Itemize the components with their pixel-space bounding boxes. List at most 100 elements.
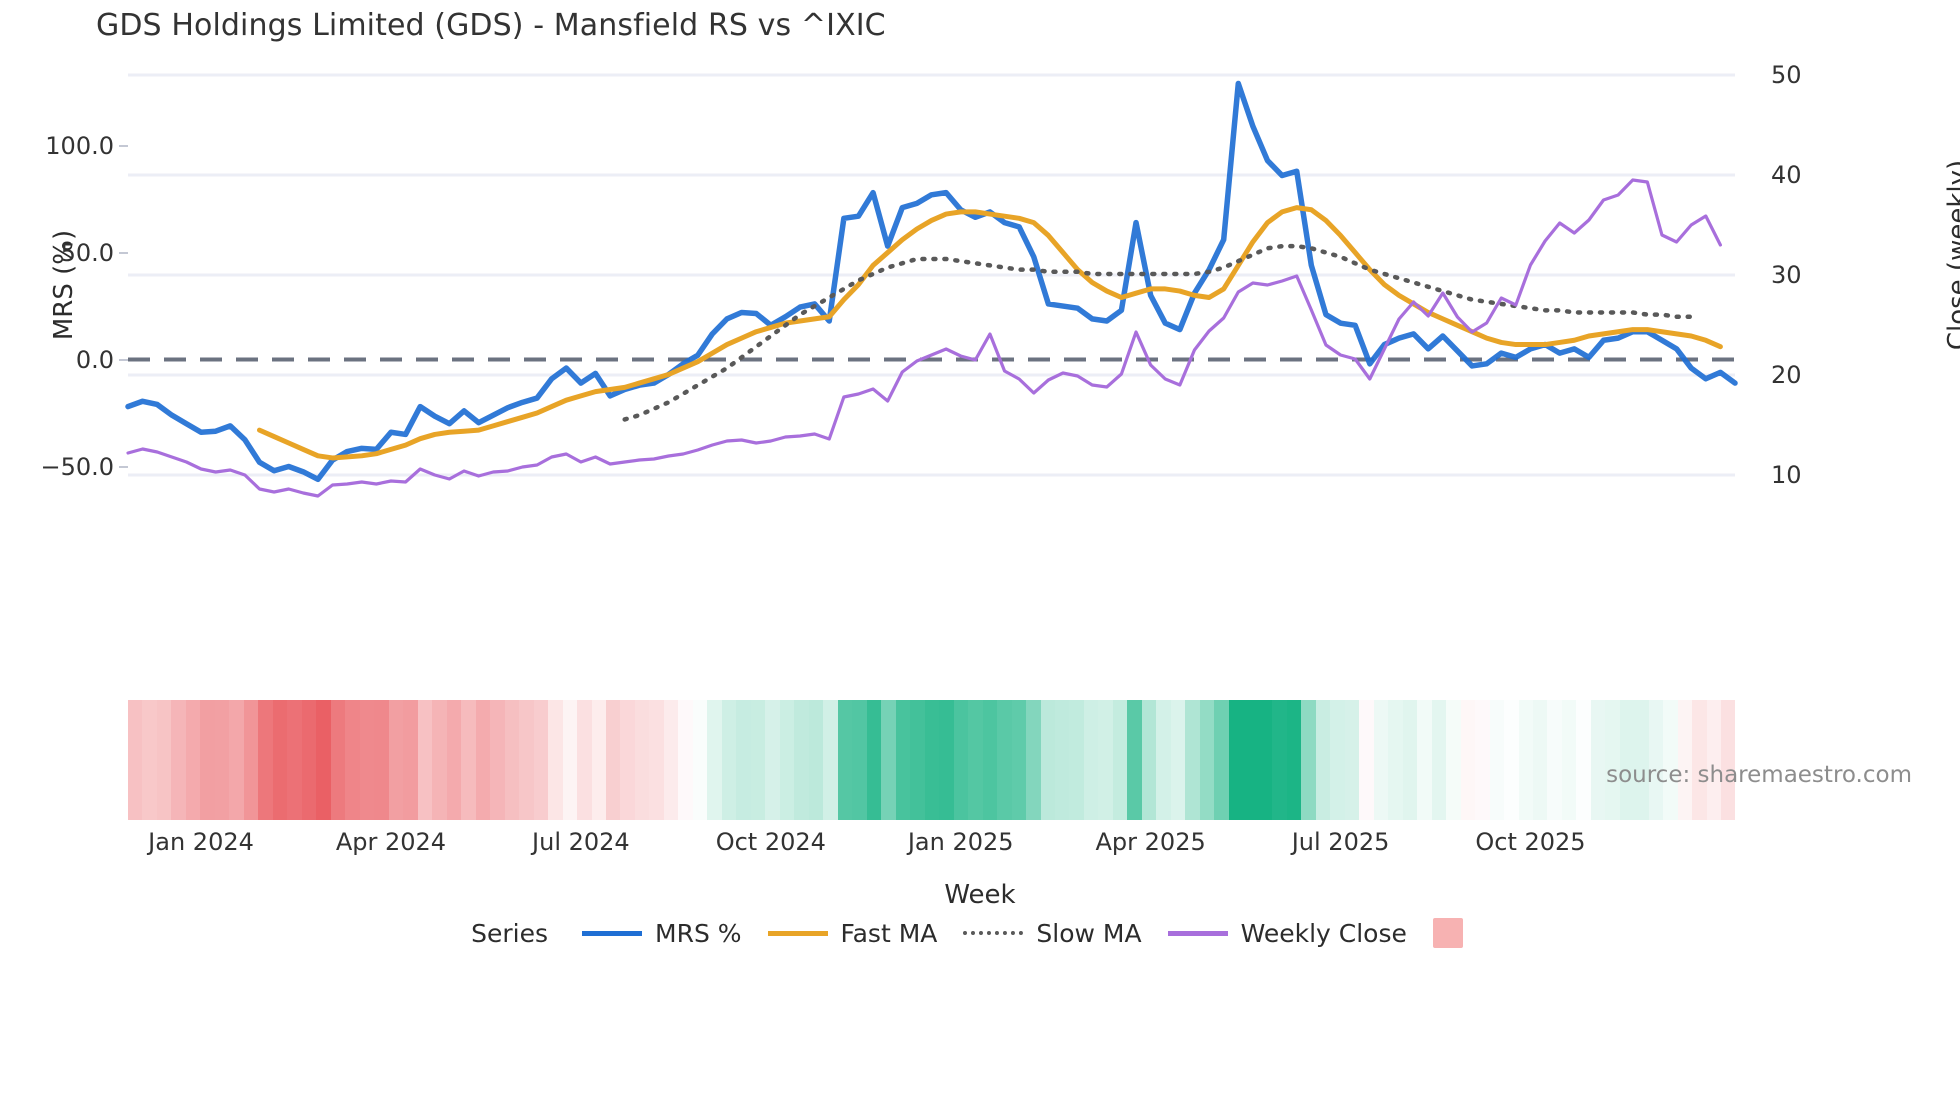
heatmap-cell xyxy=(808,700,824,820)
heatmap-cell xyxy=(1663,700,1678,820)
heatmap-cell xyxy=(1721,700,1735,820)
heatmap-cell xyxy=(1547,700,1562,820)
x-tick-label: Jan 2024 xyxy=(148,828,254,856)
heatmap-cell xyxy=(591,700,606,820)
y-tick-label-left: 100.0 xyxy=(45,131,114,160)
legend-item[interactable] xyxy=(1432,918,1463,948)
heatmap-cell xyxy=(185,700,201,820)
heatmap-cell xyxy=(1648,700,1664,820)
heatmap-cell xyxy=(1388,700,1403,820)
heatmap-cell xyxy=(1590,700,1606,820)
heatmap-cell xyxy=(953,700,969,820)
heatmap-cell xyxy=(417,700,433,820)
heatmap-cell xyxy=(1489,700,1505,820)
heatmap-cell xyxy=(156,700,172,820)
heatmap-cell xyxy=(1677,700,1693,820)
heatmap-cell xyxy=(1373,700,1389,820)
legend-line-dotted xyxy=(963,931,1024,935)
heatmap-cell xyxy=(519,700,534,820)
y-tick-mark-left xyxy=(119,358,128,361)
legend-label: Fast MA xyxy=(840,918,938,948)
heatmap-cell xyxy=(779,700,795,820)
heatmap-cell xyxy=(750,700,766,820)
heatmap-cell xyxy=(1315,700,1331,820)
heatmap-cell xyxy=(243,700,259,820)
heatmap-cell xyxy=(490,700,505,820)
heatmap-cell xyxy=(345,700,360,820)
x-tick-label: Oct 2024 xyxy=(715,828,826,856)
heatmap-cell xyxy=(258,700,273,820)
heatmap-cell xyxy=(1561,700,1577,820)
heatmap-cell xyxy=(1185,700,1200,820)
y-axis-label-right: Close (weekly) xyxy=(1943,159,1960,351)
heatmap-cell xyxy=(1112,700,1128,820)
legend-line-solid xyxy=(1167,930,1228,936)
heatmap-cell xyxy=(678,700,693,820)
heatmap-cell xyxy=(1460,700,1476,820)
legend-item[interactable]: Weekly Close xyxy=(1167,919,1407,948)
series-line-fast-ma xyxy=(256,205,1723,461)
heatmap-cell xyxy=(852,700,867,820)
y-tick-mark-left xyxy=(119,251,128,254)
heatmap-cell xyxy=(1532,700,1548,820)
chart-legend: Series MRS % Fast MA Slow MA Weekly Close xyxy=(0,918,1960,948)
legend-item[interactable]: MRS % xyxy=(582,919,742,948)
source-watermark: source: sharemaestro.com xyxy=(1606,762,1912,788)
heatmap-cell xyxy=(533,700,549,820)
heatmap-cell xyxy=(1055,700,1070,820)
heatmap-cell xyxy=(765,700,780,820)
series-line-slow-ma xyxy=(622,243,1694,422)
heatmap-cell xyxy=(982,700,998,820)
heatmap-cell xyxy=(171,700,186,820)
legend-item[interactable]: Fast MA xyxy=(767,918,938,948)
heatmap-cell xyxy=(301,700,317,820)
heatmap-cell xyxy=(1344,700,1360,820)
heatmap-cell xyxy=(924,700,940,820)
heatmap-cell xyxy=(316,700,331,820)
heatmap-cell xyxy=(736,700,751,820)
heatmap-cell xyxy=(461,700,476,820)
heatmap-cell xyxy=(794,700,809,820)
heatmap-cell xyxy=(1619,700,1635,820)
heatmap-cell xyxy=(577,700,592,820)
series-line-mrs xyxy=(125,80,1738,483)
heatmap-cell xyxy=(605,700,621,820)
heatmap-cell xyxy=(446,700,462,820)
heatmap-cell xyxy=(866,700,882,820)
heatmap-cell xyxy=(634,700,650,820)
heatmap-cell xyxy=(939,700,954,820)
heatmap-cell xyxy=(1098,700,1113,820)
heatmap-cell xyxy=(1692,700,1707,820)
heatmap-cell xyxy=(330,700,346,820)
heatmap-cell xyxy=(1706,700,1722,820)
legend-item[interactable]: Slow MA xyxy=(963,919,1142,948)
heatmap-cell xyxy=(1475,700,1490,820)
y-tick-label-right: 40 xyxy=(1771,161,1802,189)
heatmap-cell xyxy=(1301,700,1316,820)
legend-line-solid xyxy=(582,930,643,936)
heatmap-cell xyxy=(142,700,157,820)
heatmap-cell xyxy=(707,700,722,820)
heatmap-cell xyxy=(1026,700,1041,820)
heatmap-cell xyxy=(287,700,302,820)
x-tick-label: Jul 2025 xyxy=(1291,828,1390,856)
heatmap-cell xyxy=(649,700,664,820)
y-tick-label-right: 20 xyxy=(1771,361,1802,389)
heatmap-cell xyxy=(910,700,925,820)
x-axis-label: Week xyxy=(944,880,1016,910)
legend-line-solid xyxy=(767,930,828,936)
heatmap-cell xyxy=(1083,700,1099,820)
heatmap-cell xyxy=(1446,700,1461,820)
x-tick-label: Oct 2025 xyxy=(1475,828,1586,856)
heatmap-cell xyxy=(229,700,244,820)
heatmap-cell xyxy=(1605,700,1620,820)
heatmap-cell xyxy=(823,700,838,820)
chart-title: GDS Holdings Limited (GDS) - Mansfield R… xyxy=(96,8,886,43)
heatmap-cell xyxy=(1069,700,1084,820)
heatmap-cell xyxy=(1156,700,1171,820)
heatmap-cell xyxy=(1518,700,1533,820)
heatmap-cell xyxy=(200,700,215,820)
heatmap-cell xyxy=(1359,700,1374,820)
heatmap-cell xyxy=(1257,700,1273,820)
